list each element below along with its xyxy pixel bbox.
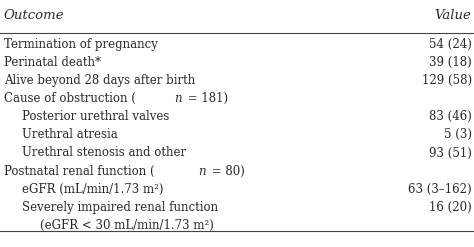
Text: Perinatal death*: Perinatal death*	[4, 56, 101, 69]
Text: = 80): = 80)	[208, 165, 245, 178]
Text: n: n	[174, 92, 182, 105]
Text: Posterior urethral valves: Posterior urethral valves	[22, 110, 169, 124]
Text: Alive beyond 28 days after birth: Alive beyond 28 days after birth	[4, 74, 195, 87]
Text: 93 (51): 93 (51)	[429, 146, 472, 160]
Text: Cause of obstruction (: Cause of obstruction (	[4, 92, 136, 105]
Text: 129 (58): 129 (58)	[421, 74, 472, 87]
Text: Urethral stenosis and other: Urethral stenosis and other	[22, 146, 186, 160]
Text: n: n	[198, 165, 206, 178]
Text: Outcome: Outcome	[4, 9, 64, 22]
Text: Termination of pregnancy: Termination of pregnancy	[4, 38, 158, 51]
Text: 63 (3–162): 63 (3–162)	[408, 183, 472, 196]
Text: 16 (20): 16 (20)	[429, 201, 472, 214]
Text: 39 (18): 39 (18)	[429, 56, 472, 69]
Text: Severely impaired renal function: Severely impaired renal function	[22, 201, 218, 214]
Text: 5 (3): 5 (3)	[444, 128, 472, 142]
Text: 54 (24): 54 (24)	[429, 38, 472, 51]
Text: (eGFR < 30 mL/min/1.73 m²): (eGFR < 30 mL/min/1.73 m²)	[40, 219, 214, 232]
Text: eGFR (mL/min/1.73 m²): eGFR (mL/min/1.73 m²)	[22, 183, 164, 196]
Text: Postnatal renal function (: Postnatal renal function (	[4, 165, 155, 178]
Text: Value: Value	[435, 9, 472, 22]
Text: = 181): = 181)	[184, 92, 228, 105]
Text: Urethral atresia: Urethral atresia	[22, 128, 118, 142]
Text: 83 (46): 83 (46)	[429, 110, 472, 124]
